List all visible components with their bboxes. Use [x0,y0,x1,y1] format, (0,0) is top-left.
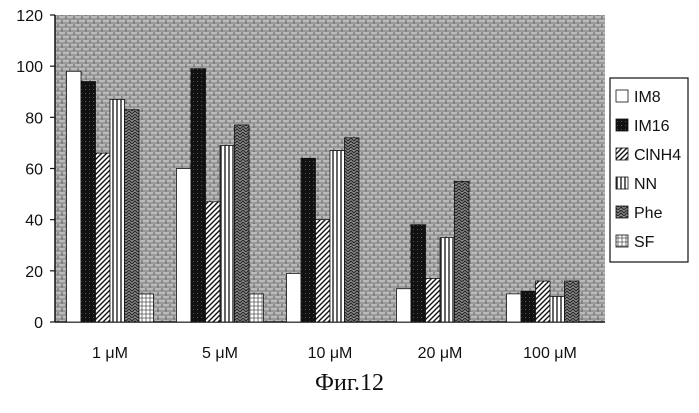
x-tick-label: 5 μM [202,345,238,362]
bar-im16-0 [81,82,96,322]
legend-swatch-im8 [616,90,628,102]
bar-im16-3 [411,225,426,322]
y-tick-labels: 0 20 40 60 80 100 120 [16,8,55,332]
x-tick-label: 1 μM [92,345,128,362]
legend-label-im8: IM8 [634,89,661,106]
y-tick-label: 0 [34,315,43,332]
bar-im8-3 [397,289,412,322]
figure-caption: Фиг.12 [0,370,699,397]
bar-im16-1 [191,69,206,322]
x-tick-labels: 1 μM 5 μM 10 μM 20 μM 100 μM [92,345,577,362]
legend-label-sf: SF [634,234,655,251]
bar-phe-1 [235,125,250,322]
bar-sf-1 [249,294,264,322]
bar-nn-1 [220,145,235,322]
y-tick-label: 60 [25,162,43,179]
legend-label-phe: Phe [634,205,663,222]
bar-clnh4-2 [316,220,331,322]
bar-clnh4-1 [206,202,221,322]
bar-nn-4 [550,296,565,322]
y-tick-label: 40 [25,213,43,230]
bar-sf-0 [139,294,154,322]
y-tick-label: 80 [25,110,43,127]
bar-clnh4-0 [96,153,111,322]
legend-swatch-nn [616,177,628,189]
bar-im16-4 [521,291,536,322]
y-tick-label: 20 [25,264,43,281]
x-tick-label: 10 μM [308,345,353,362]
bar-im8-2 [287,273,302,322]
legend-swatch-phe [616,206,628,218]
bar-im16-2 [301,158,316,322]
y-tick-label: 120 [16,8,43,25]
bar-phe-2 [345,138,360,322]
x-tick-label: 100 μM [523,345,577,362]
bar-phe-3 [455,181,470,322]
bar-phe-4 [565,281,580,322]
bar-clnh4-4 [536,281,551,322]
bar-nn-0 [110,99,125,322]
legend-swatch-im16 [616,119,628,131]
legend-label-nn: NN [634,176,657,193]
bar-clnh4-3 [426,279,441,322]
legend-swatch-clnh4 [616,148,628,160]
bar-im8-1 [177,169,192,323]
bar-im8-0 [67,71,82,322]
legend-swatch-sf [616,235,628,247]
bar-phe-0 [125,110,140,322]
bar-nn-3 [440,238,455,322]
legend-label-clnh4: ClNH4 [634,147,681,164]
x-tick-label: 20 μM [418,345,463,362]
legend-label-im16: IM16 [634,118,670,135]
bar-nn-2 [330,151,345,322]
bar-im8-4 [507,294,522,322]
legend: IM8 IM16 ClNH4 NN Phe SF [610,78,688,262]
y-tick-label: 100 [16,59,43,76]
